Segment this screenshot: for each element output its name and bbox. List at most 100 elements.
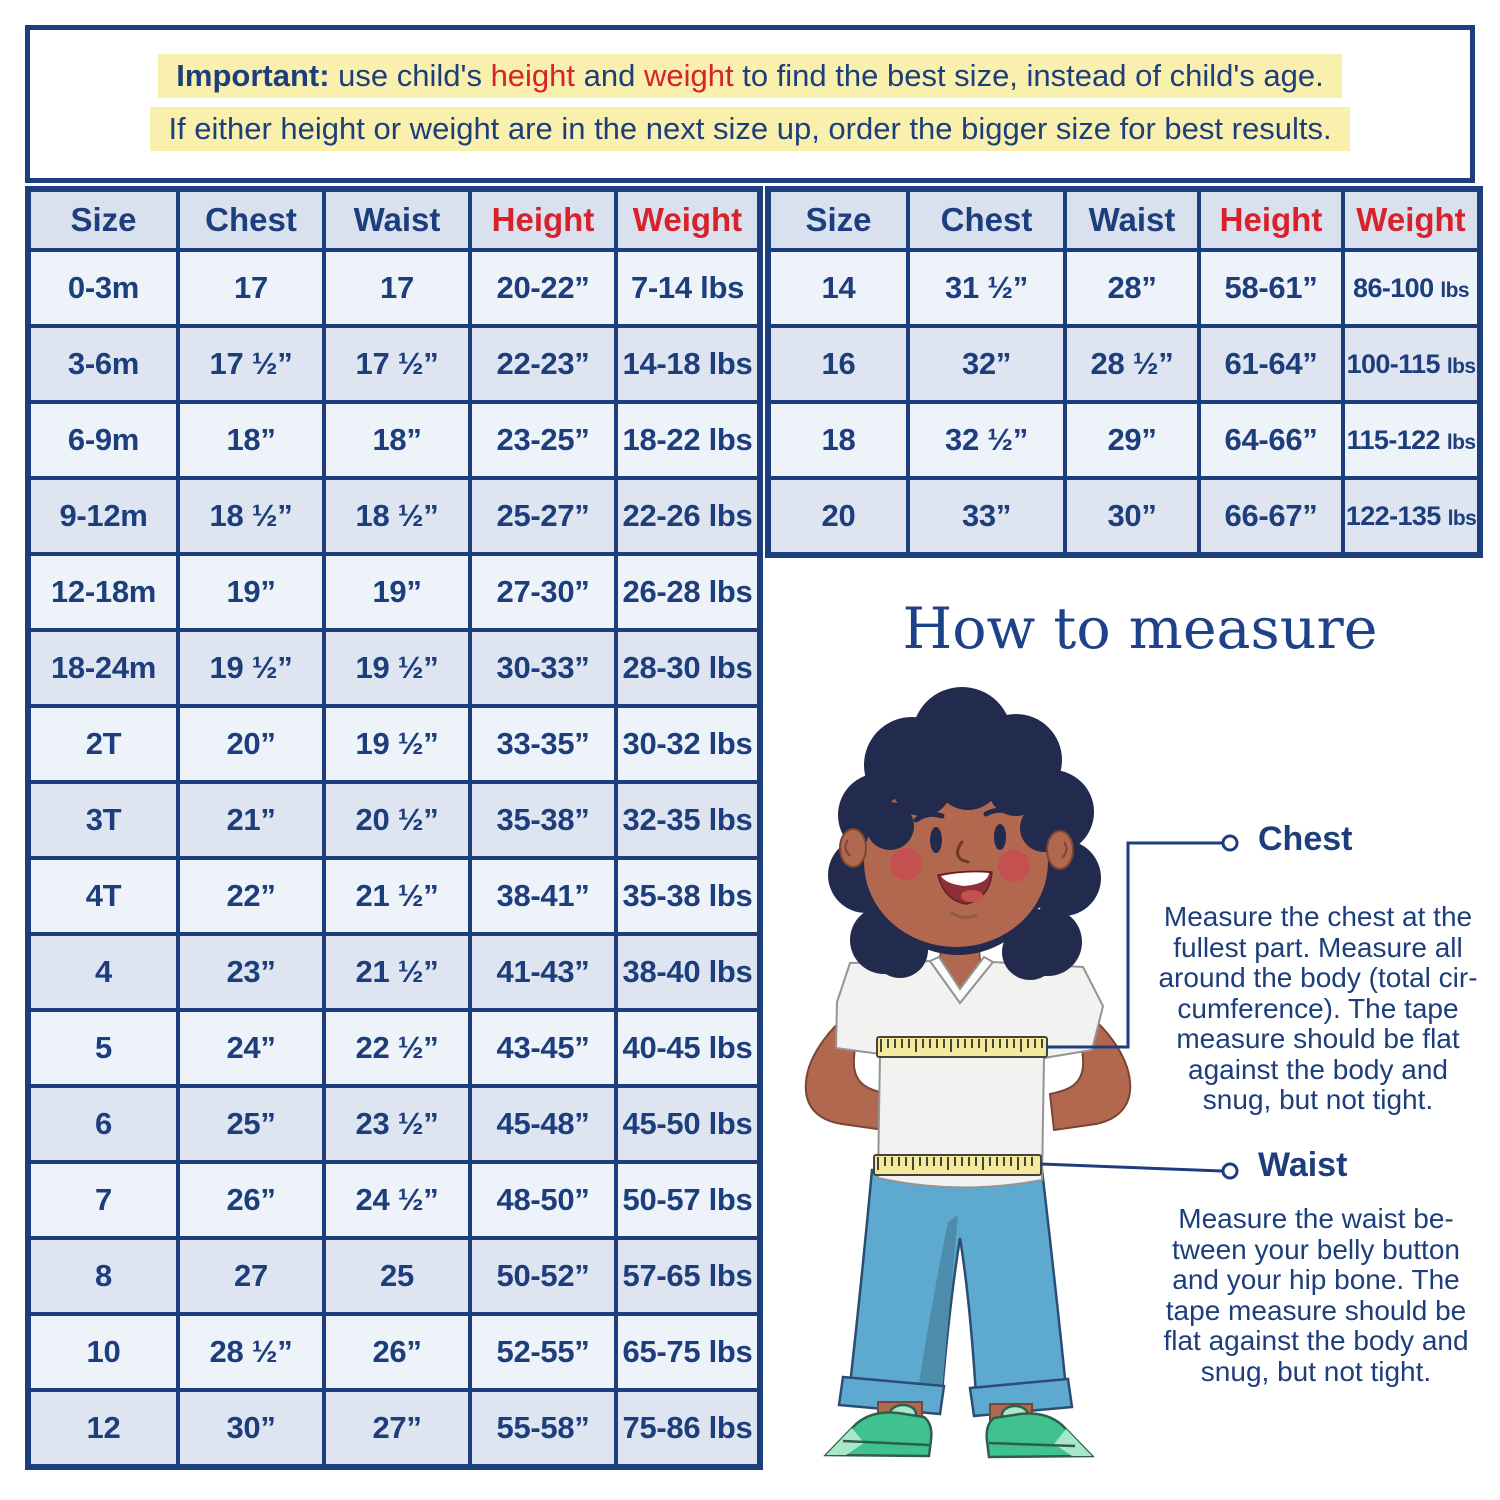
size-cell: 22 ½” [322,1008,472,1088]
size-row: 18 32 ½” 29” 64-66” 115-122 lbs [766,400,1482,480]
how-to-measure-title: How to measure [902,596,1378,662]
tape-ticks [877,1157,1033,1170]
notice-line-1: Important: use child's height and weight… [158,54,1342,98]
size-cell: 20 [766,476,910,557]
size-row: 16 32” 28 ½” 61-64” 100-115 lbs [766,324,1482,404]
size-row: 18-24m 19 ½” 19 ½” 30-33” 28-30 lbs [26,628,762,708]
column-header: Height [468,187,618,252]
size-cell: 12 [26,1388,180,1469]
notice-text: and [575,58,644,93]
chest-connector-dot [1221,834,1239,852]
size-row: 12-18m 19” 19” 27-30” 26-28 lbs [26,552,762,632]
size-cell: 33-35” [468,704,618,784]
header-row: Size Chest Waist Height Weight [26,187,762,252]
size-cell: 28 ½” [1063,324,1201,404]
annotation-connectors [1040,834,1239,1180]
size-cell: 28” [1063,248,1201,328]
size-row: 5 24” 22 ½” 43-45” 40-45 lbs [26,1008,762,1088]
shirt [834,955,1105,1189]
size-row: 10 28 ½” 26” 52-55” 65-75 lbs [26,1312,762,1392]
size-cell: 100-115 lbs [1341,324,1482,404]
header-row: Size Chest Waist Height Weight [766,187,1482,252]
notice-text: to find the best size, instead of child'… [733,58,1324,93]
waist-label: Waist [1258,1146,1348,1184]
size-cell: 14-18 lbs [614,324,762,404]
eyebrows [913,807,1015,823]
size-cell: 30” [1063,476,1201,557]
column-header: Waist [1063,187,1201,252]
size-cell: 12-18m [26,552,180,632]
size-cell: 17 [322,248,472,328]
size-cell: 57-65 lbs [614,1236,762,1316]
size-cell: 6 [26,1084,180,1164]
size-cell: 35-38” [468,780,618,860]
size-cell: 18-24m [26,628,180,708]
size-cell: 30-33” [468,628,618,708]
size-cell: 38-40 lbs [614,932,762,1012]
size-cell: 28-30 lbs [614,628,762,708]
size-cell: 23 ½” [322,1084,472,1164]
size-cell: 29” [1063,400,1201,480]
size-cell: 35-38 lbs [614,856,762,936]
size-cell: 21 ½” [322,856,472,936]
notice-weight-word: weight [643,58,734,93]
size-cell: 23-25” [468,400,618,480]
head [828,687,1101,980]
waist-connector-line [1040,1162,1223,1173]
important-notice-box: Important: use child's height and weight… [25,25,1475,183]
size-cell: 2T [26,704,180,784]
waist-connector-dot [1221,1162,1239,1180]
size-cell: 19” [176,552,326,632]
column-header: Weight [1341,187,1482,252]
size-cell: 27-30” [468,552,618,632]
size-cell: 32 ½” [906,400,1067,480]
size-cell: 65-75 lbs [614,1312,762,1392]
pants-shadow [918,1215,958,1392]
size-cell: 26” [322,1312,472,1392]
size-row: 4T 22” 21 ½” 38-41” 35-38 lbs [26,856,762,936]
size-row: 7 26” 24 ½” 48-50” 50-57 lbs [26,1160,762,1240]
size-cell: 18” [322,400,472,480]
size-cell: 9-12m [26,476,180,556]
size-cell: 19 ½” [322,628,472,708]
size-cell: 3-6m [26,324,180,404]
size-cell: 22-26 lbs [614,476,762,556]
size-cell: 55-58” [468,1388,618,1469]
column-header: Height [1197,187,1345,252]
size-cell: 17 [176,248,326,328]
size-cell: 20 ½” [322,780,472,860]
size-row: 14 31 ½” 28” 58-61” 86-100 lbs [766,248,1482,328]
size-cell: 16 [766,324,910,404]
baby-toddler-size-table: Size Chest Waist Height Weight 0-3m 17 17 20-22”… [25,186,763,1470]
size-cell: 26” [176,1160,326,1240]
size-cell: 45-50 lbs [614,1084,762,1164]
size-row: 3-6m 17 ½” 17 ½” 22-23” 14-18 lbs [26,324,762,404]
size-cell: 50-52” [468,1236,618,1316]
size-row: 20 33” 30” 66-67” 122-135 lbs [766,476,1482,557]
size-cell: 18 [766,400,910,480]
size-cell: 61-64” [1197,324,1345,404]
waist-tape-measure [873,1154,1042,1176]
size-cell: 18 ½” [176,476,326,556]
size-row: 4 23” 21 ½” 41-43” 38-40 lbs [26,932,762,1012]
size-cell: 25 [322,1236,472,1316]
size-cell: 41-43” [468,932,618,1012]
v-neck-collar [928,955,995,1005]
size-row: 12 30” 27” 55-58” 75-86 lbs [26,1388,762,1469]
size-cell: 30-32 lbs [614,704,762,784]
notice-height-word: height [490,58,576,93]
notice-important-word: Important: [176,58,330,93]
chest-connector-line [1046,841,1222,1049]
size-cell: 25-27” [468,476,618,556]
column-header: Chest [176,187,326,252]
size-cell: 23” [176,932,326,1012]
size-row: 9-12m 18 ½” 18 ½” 25-27” 22-26 lbs [26,476,762,556]
notice-line-2: If either height or weight are in the ne… [150,107,1350,151]
column-header: Chest [906,187,1067,252]
size-row: 6-9m 18” 18” 23-25” 18-22 lbs [26,400,762,480]
size-cell: 27 [176,1236,326,1316]
hair-fringe [866,742,1068,852]
column-header: Weight [614,187,762,252]
size-cell: 28 ½” [176,1312,326,1392]
